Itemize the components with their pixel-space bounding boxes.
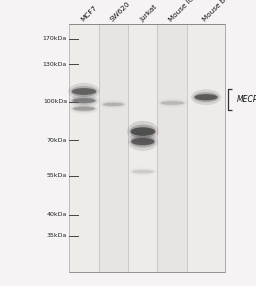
Ellipse shape [72,98,95,103]
Bar [157,24,187,272]
Ellipse shape [160,100,185,106]
Ellipse shape [103,103,124,106]
Ellipse shape [132,170,154,173]
Text: Mouse lung: Mouse lung [168,0,202,23]
Ellipse shape [194,92,219,102]
Bar [187,24,225,272]
Ellipse shape [131,138,154,145]
Text: 70kDa: 70kDa [47,138,67,143]
Ellipse shape [102,102,125,107]
Ellipse shape [131,169,155,174]
Ellipse shape [130,125,156,138]
Ellipse shape [130,136,156,148]
Ellipse shape [73,107,95,111]
Ellipse shape [100,100,127,109]
Ellipse shape [71,97,97,105]
Ellipse shape [157,98,187,108]
Ellipse shape [72,106,96,112]
Text: 40kDa: 40kDa [47,212,67,217]
Ellipse shape [129,167,157,176]
Text: 170kDa: 170kDa [43,36,67,41]
Ellipse shape [161,101,184,105]
Text: 55kDa: 55kDa [47,173,67,178]
Text: MCF7: MCF7 [80,5,98,23]
Ellipse shape [71,86,97,97]
Ellipse shape [131,127,155,136]
Ellipse shape [127,121,159,142]
Ellipse shape [68,83,100,100]
Ellipse shape [69,94,99,107]
Ellipse shape [72,88,96,95]
Text: 130kDa: 130kDa [43,62,67,67]
Text: MECP2: MECP2 [237,95,256,104]
Text: 35kDa: 35kDa [47,233,67,239]
Ellipse shape [70,104,98,114]
Text: SW620: SW620 [109,1,132,23]
Ellipse shape [128,132,158,151]
Text: Jurkat: Jurkat [138,4,158,23]
Bar [99,24,128,272]
Ellipse shape [191,89,221,105]
Bar [69,24,99,272]
Ellipse shape [195,94,218,100]
Bar [128,24,157,272]
Bar [69,24,225,272]
Text: 100kDa: 100kDa [43,99,67,104]
Text: Mouse brain: Mouse brain [202,0,237,23]
